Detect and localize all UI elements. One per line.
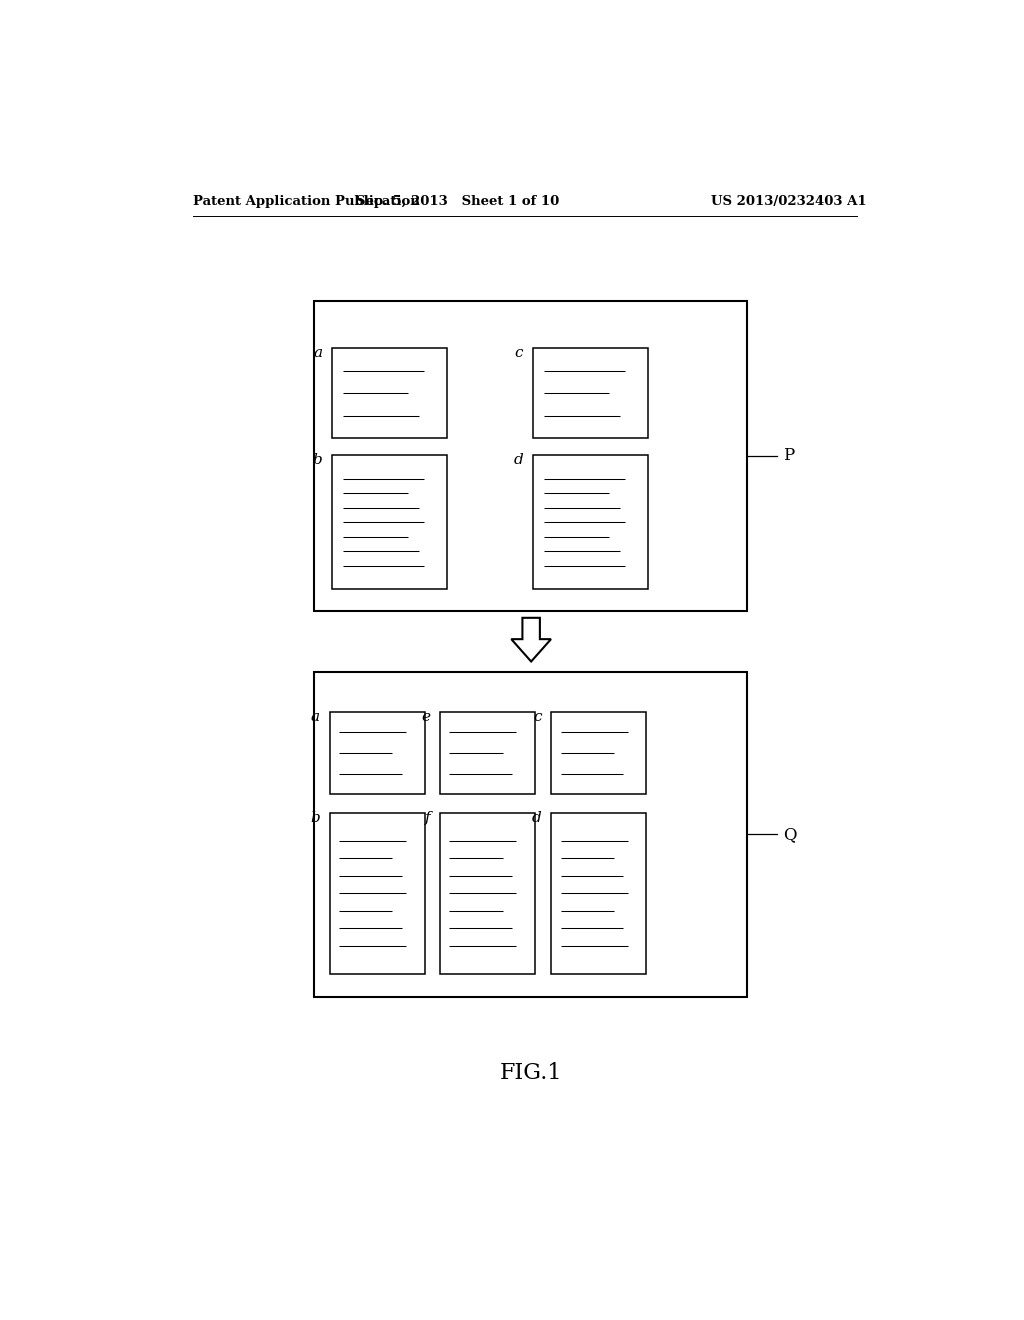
- Text: d: d: [531, 810, 542, 825]
- Text: a: a: [311, 710, 321, 725]
- Text: Patent Application Publication: Patent Application Publication: [194, 194, 420, 207]
- Bar: [551, 813, 646, 974]
- Bar: [332, 455, 447, 589]
- Polygon shape: [511, 618, 551, 661]
- Text: a: a: [313, 346, 323, 360]
- Bar: [330, 813, 425, 974]
- Bar: [440, 713, 536, 793]
- Bar: [314, 672, 748, 997]
- Text: b: b: [312, 453, 323, 467]
- Text: FIG.1: FIG.1: [500, 1063, 562, 1084]
- Text: Sep. 5, 2013   Sheet 1 of 10: Sep. 5, 2013 Sheet 1 of 10: [355, 194, 559, 207]
- Text: Q: Q: [783, 826, 797, 842]
- Text: c: c: [532, 710, 542, 725]
- Bar: [532, 455, 648, 589]
- Bar: [440, 813, 536, 974]
- Text: f: f: [425, 810, 430, 825]
- Text: P: P: [783, 447, 795, 465]
- Text: e: e: [421, 710, 430, 725]
- Bar: [330, 713, 425, 793]
- Bar: [532, 348, 648, 438]
- Bar: [551, 713, 646, 793]
- Text: c: c: [515, 346, 523, 360]
- Bar: [332, 348, 447, 438]
- Bar: [314, 301, 748, 611]
- Text: b: b: [310, 810, 321, 825]
- Text: d: d: [513, 453, 523, 467]
- Text: US 2013/0232403 A1: US 2013/0232403 A1: [712, 194, 867, 207]
